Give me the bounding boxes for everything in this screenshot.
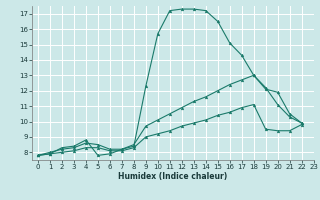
X-axis label: Humidex (Indice chaleur): Humidex (Indice chaleur) bbox=[118, 172, 228, 181]
